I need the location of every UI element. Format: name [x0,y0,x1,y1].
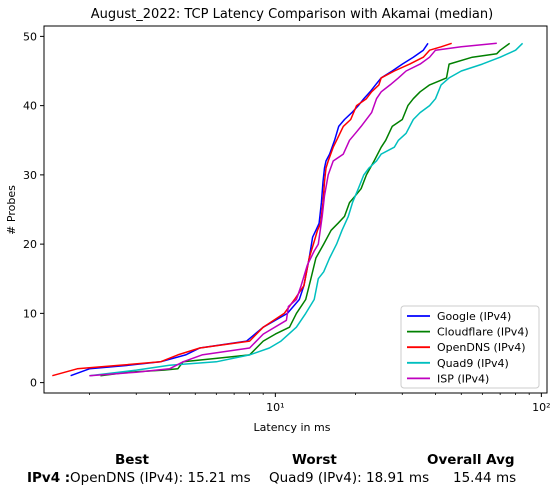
x-tick-label: 10² [532,401,550,414]
y-tick-label: 10 [23,307,37,320]
ipv4-row-label: IPv4 : [27,470,71,486]
summary-table: Best Worst Overall Avg IPv4 : OpenDNS (I… [0,448,553,496]
worst-value: Quad9 (IPv4): 18.91 ms [269,470,430,486]
x-axis-label: Latency in ms [254,421,331,434]
legend-label: Quad9 (IPv4) [437,357,509,370]
overall-avg-value: 15.44 ms [453,470,517,486]
series-line-opendns-ipv4 [52,42,452,377]
overall-avg-header: Overall Avg [427,452,515,468]
chart-title: August_2022: TCP Latency Comparison with… [91,7,493,22]
series-line-quad9-ipv4 [89,42,524,377]
series-line-isp-ipv4 [89,42,497,377]
legend: Google (IPv4) Cloudflare (IPv4) OpenDNS (I… [400,305,540,389]
legend-label: ISP (IPv4) [437,372,489,385]
worst-header: Worst [292,452,337,468]
y-tick-label: 40 [23,100,37,113]
legend-items: Google (IPv4) Cloudflare (IPv4) OpenDNS (I… [407,310,529,385]
latency-chart: August_2022: TCP Latency Comparison with… [5,7,551,434]
y-tick-label: 30 [23,169,37,182]
y-tick-label: 20 [23,238,37,251]
axis-ticks: 0 10 20 30 40 50 10¹ 10² [23,30,551,414]
x-tick-label: 10¹ [266,401,284,414]
legend-label: Google (IPv4) [437,310,511,323]
series-line-google-ipv4 [70,42,429,377]
legend-box [400,305,540,389]
y-axis-label: # Probes [5,185,18,235]
plot-frame [43,25,548,394]
series-lines [52,42,524,377]
best-value: OpenDNS (IPv4): 15.21 ms [70,470,251,486]
best-header: Best [115,452,149,468]
legend-label: OpenDNS (IPv4) [437,341,526,354]
y-tick-label: 0 [30,377,37,390]
legend-label: Cloudflare (IPv4) [437,326,529,339]
y-tick-label: 50 [23,30,37,43]
